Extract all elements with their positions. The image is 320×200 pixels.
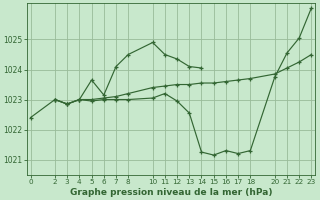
X-axis label: Graphe pression niveau de la mer (hPa): Graphe pression niveau de la mer (hPa) xyxy=(70,188,272,197)
